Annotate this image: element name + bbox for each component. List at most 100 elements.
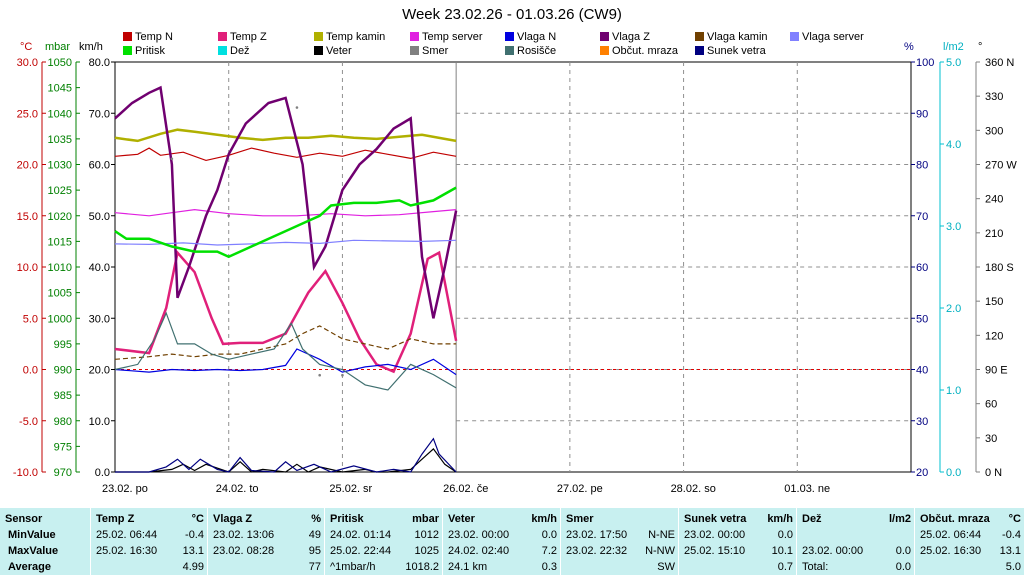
pressure-tick-label: 1045 xyxy=(48,83,72,95)
wind-tick-label: 30.0 xyxy=(89,313,110,325)
legend-item: Dež xyxy=(218,45,250,57)
temp-tick-label: -10.0 xyxy=(13,467,38,479)
legend-item: Vlaga Z xyxy=(600,31,650,43)
legend-item: Smer xyxy=(410,45,448,57)
legend-swatch xyxy=(123,32,132,41)
legend-item: Temp kamin xyxy=(314,31,385,43)
wind-tick-label: 60.0 xyxy=(89,160,110,172)
series-line xyxy=(114,208,457,217)
x-tick-label: 23.02. po xyxy=(102,483,148,495)
humidity-tick-label: 30 xyxy=(916,416,928,428)
pressure-tick-label: 1030 xyxy=(48,160,72,172)
temp-tick-label: 25.0 xyxy=(17,108,38,120)
humidity-tick-label: 80 xyxy=(916,160,928,172)
stats-time: 25.02. 06:44 xyxy=(920,529,982,541)
stats-value: 13.1 xyxy=(999,545,1021,557)
humidity-tick-label: 90 xyxy=(916,108,928,120)
humidity-tick-label: 70 xyxy=(916,211,928,223)
stats-header: Sunek vetra xyxy=(684,513,747,525)
legend-item: Temp Z xyxy=(218,31,267,43)
pressure-unit-label: mbar xyxy=(45,41,70,53)
pressure-tick-label: 1020 xyxy=(48,211,72,223)
legend-swatch xyxy=(123,46,132,55)
legend-swatch xyxy=(505,32,514,41)
rain-tick-label: 3.0 xyxy=(946,221,961,233)
temp-tick-label: 15.0 xyxy=(17,211,38,223)
stats-time: 24.02. 01:14 xyxy=(330,529,392,541)
humidity-tick-label: 60 xyxy=(916,262,928,274)
direction-unit-label: ° xyxy=(978,41,982,53)
pressure-tick-label: 995 xyxy=(54,339,72,351)
legend-label: Temp N xyxy=(135,31,173,43)
stats-column: Dež l/m2 23.02. 00:00 0.0 Total: 0.0 xyxy=(796,508,915,575)
series-line xyxy=(114,186,457,259)
direction-tick-label: 270 W xyxy=(985,160,1017,172)
rain-tick-label: 2.0 xyxy=(946,303,961,315)
pressure-tick-label: 1035 xyxy=(48,134,72,146)
pressure-tick-label: 970 xyxy=(54,467,72,479)
wind-tick-label: 10.0 xyxy=(89,416,110,428)
stats-column: Temp Z °C 25.02. 06:44 -0.4 25.02. 16:30 13.1… xyxy=(90,508,208,575)
stats-header: Vlaga Z xyxy=(213,513,253,525)
stats-column: Sensor MinValue MaxValue Average xyxy=(0,508,90,575)
stats-value: 49 xyxy=(308,529,321,541)
direction-tick-label: 120 xyxy=(985,330,1003,342)
stats-value: 1012 xyxy=(414,529,439,541)
pressure-tick-label: 1015 xyxy=(48,236,72,248)
stats-column: Občut. mraza °C 25.02. 06:44 -0.4 25.02. 16:… xyxy=(914,508,1024,575)
pressure-tick-label: 980 xyxy=(54,416,72,428)
stats-time: 23.02. 08:28 xyxy=(213,545,275,557)
pressure-tick-label: 985 xyxy=(54,390,72,402)
series-line xyxy=(114,147,457,162)
stats-time: ^1mbar/h xyxy=(330,561,376,573)
legend-swatch xyxy=(218,32,227,41)
rain-tick-label: 1.0 xyxy=(946,385,961,397)
legend-swatch xyxy=(410,46,419,55)
rain-unit-label: l/m2 xyxy=(943,41,964,53)
legend-swatch xyxy=(600,46,609,55)
stats-unit: l/m2 xyxy=(888,513,911,525)
legend-label: Sunek vetra xyxy=(707,45,766,57)
legend-item: Temp server xyxy=(410,31,483,43)
chart-title: Week 23.02.26 - 01.03.26 (CW9) xyxy=(402,6,622,23)
legend-item: Temp N xyxy=(123,31,173,43)
stats-unit: % xyxy=(311,513,321,525)
wind-tick-label: 50.0 xyxy=(89,211,110,223)
stats-unit: km/h xyxy=(767,513,793,525)
humidity-tick-label: 50 xyxy=(916,313,928,325)
legend-item: Pritisk xyxy=(123,45,165,57)
x-tick-label: 28.02. so xyxy=(671,483,716,495)
pressure-tick-label: 1050 xyxy=(48,57,72,69)
stats-header: Občut. mraza xyxy=(920,513,990,525)
legend-item: Občut. mraza xyxy=(600,45,678,57)
stats-time: 23.02. 22:32 xyxy=(566,545,628,557)
x-tick-label: 01.03. ne xyxy=(784,483,830,495)
stats-value: -0.4 xyxy=(185,529,204,541)
direction-tick-label: 210 xyxy=(985,228,1003,240)
stats-time: 24.02. 02:40 xyxy=(448,545,510,557)
stats-value: 13.1 xyxy=(182,545,204,557)
legend-swatch xyxy=(314,46,323,55)
temp-tick-label: 0.0 xyxy=(23,365,38,377)
temp-tick-label: 10.0 xyxy=(17,262,38,274)
temp-tick-label: 20.0 xyxy=(17,160,38,172)
legend-label: Temp Z xyxy=(230,31,267,43)
stats-time: 24.1 km xyxy=(448,561,488,573)
temp-tick-label: -5.0 xyxy=(19,416,38,428)
stats-value: 77 xyxy=(308,561,321,573)
humidity-tick-label: 20 xyxy=(916,467,928,479)
legend-swatch xyxy=(600,32,609,41)
stats-unit: km/h xyxy=(531,513,557,525)
wind-tick-label: 0.0 xyxy=(95,467,110,479)
legend-swatch xyxy=(790,32,799,41)
legend-label: Vlaga Z xyxy=(612,31,650,43)
legend-swatch xyxy=(695,32,704,41)
x-tick-label: 24.02. to xyxy=(216,483,259,495)
rain-tick-label: 5.0 xyxy=(946,57,961,69)
stats-time: 25.02. 15:10 xyxy=(684,545,746,557)
stats-value: 0.7 xyxy=(777,561,793,573)
direction-tick-label: 60 xyxy=(985,399,997,411)
pressure-tick-label: 1010 xyxy=(48,262,72,274)
legend-label: Temp kamin xyxy=(326,31,386,43)
series-line xyxy=(114,128,457,143)
